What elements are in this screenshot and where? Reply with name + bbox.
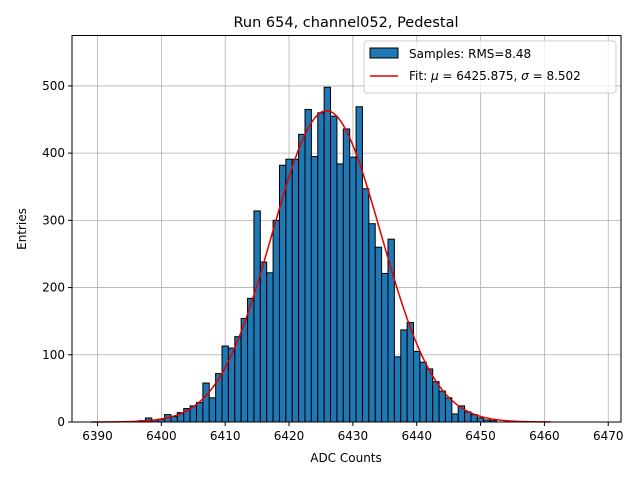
x-tick-label: 6450: [465, 429, 496, 443]
x-tick-label: 6400: [146, 429, 177, 443]
histogram-bar: [247, 297, 255, 423]
x-tick-label: 6470: [593, 429, 624, 443]
histogram-bar: [451, 413, 459, 423]
histogram-bar: [336, 163, 344, 423]
histogram-bar: [272, 219, 280, 423]
histogram-bar: [476, 417, 485, 423]
y-tick-label: 500: [42, 79, 65, 93]
histogram-bar: [202, 382, 210, 423]
histogram-bar: [195, 402, 204, 423]
y-tick-label: 0: [57, 415, 65, 429]
histogram-bar: [298, 133, 306, 423]
histogram-bar: [266, 272, 274, 423]
plot-frame: [71, 35, 622, 423]
histogram-bar: [419, 361, 427, 423]
fit-curve-group: [91, 110, 551, 423]
histogram-bar: [444, 397, 453, 423]
histogram-bars: [138, 86, 498, 423]
legend-box: [363, 40, 617, 94]
y-tick-label: 400: [42, 146, 65, 160]
histogram-bar: [253, 210, 261, 423]
legend: Samples: RMS=8.48 Fit: μ = 6425.875, σ =…: [363, 40, 617, 94]
histogram-bar: [170, 416, 178, 423]
histogram-bar: [393, 356, 402, 423]
histogram-bar: [349, 156, 357, 423]
histogram-bar: [432, 381, 440, 423]
histogram-bar: [208, 397, 217, 423]
x-tick-label: 6410: [210, 429, 241, 443]
histogram-bar: [259, 261, 268, 423]
legend-samples-label: Samples: RMS=8.48: [409, 47, 531, 61]
x-tick-label: 6440: [401, 429, 432, 443]
histogram-bar: [240, 317, 249, 423]
y-axis-label: Entries: [15, 208, 29, 250]
histogram-bar: [464, 411, 472, 423]
histogram-bar: [330, 115, 338, 423]
gaussian-fit-curve: [91, 110, 551, 423]
histogram-bar: [221, 345, 229, 423]
histogram-bar: [304, 108, 312, 423]
y-axis-ticks: 0 100 200 300 400 500: [42, 79, 72, 429]
legend-samples-swatch: [369, 47, 399, 59]
histogram-bar: [413, 350, 421, 423]
histogram-bar: [400, 329, 408, 423]
x-axis-label: ADC Counts: [310, 451, 382, 465]
histogram-bar: [310, 155, 319, 423]
histogram-bar: [342, 128, 351, 423]
histogram-bar: [406, 322, 415, 423]
histogram-bar: [381, 272, 389, 423]
y-tick-label: 300: [42, 213, 65, 227]
y-tick-label: 100: [42, 348, 65, 362]
histogram-bar: [317, 112, 325, 423]
x-tick-label: 6420: [274, 429, 305, 443]
histogram-bar: [361, 188, 370, 423]
legend-fit-label: Fit: μ = 6425.875, σ = 8.502: [409, 69, 581, 83]
histogram-bar: [291, 158, 300, 423]
histogram-bar: [234, 336, 242, 423]
chart-title: Run 654, channel052, Pedestal: [233, 15, 458, 31]
histogram-bar: [425, 368, 434, 423]
histogram-bar: [368, 223, 376, 423]
histogram-bar: [438, 390, 446, 423]
x-tick-label: 6390: [82, 429, 113, 443]
x-tick-label: 6460: [529, 429, 560, 443]
x-axis-ticks: 6390 6400 6410 6420 6430 6440 6450 6460 6470: [82, 422, 624, 443]
histogram-bar: [285, 158, 293, 423]
x-tick-label: 6430: [338, 429, 369, 443]
histogram-bar: [323, 86, 332, 423]
histogram-bar: [374, 246, 383, 423]
y-tick-label: 200: [42, 281, 65, 295]
